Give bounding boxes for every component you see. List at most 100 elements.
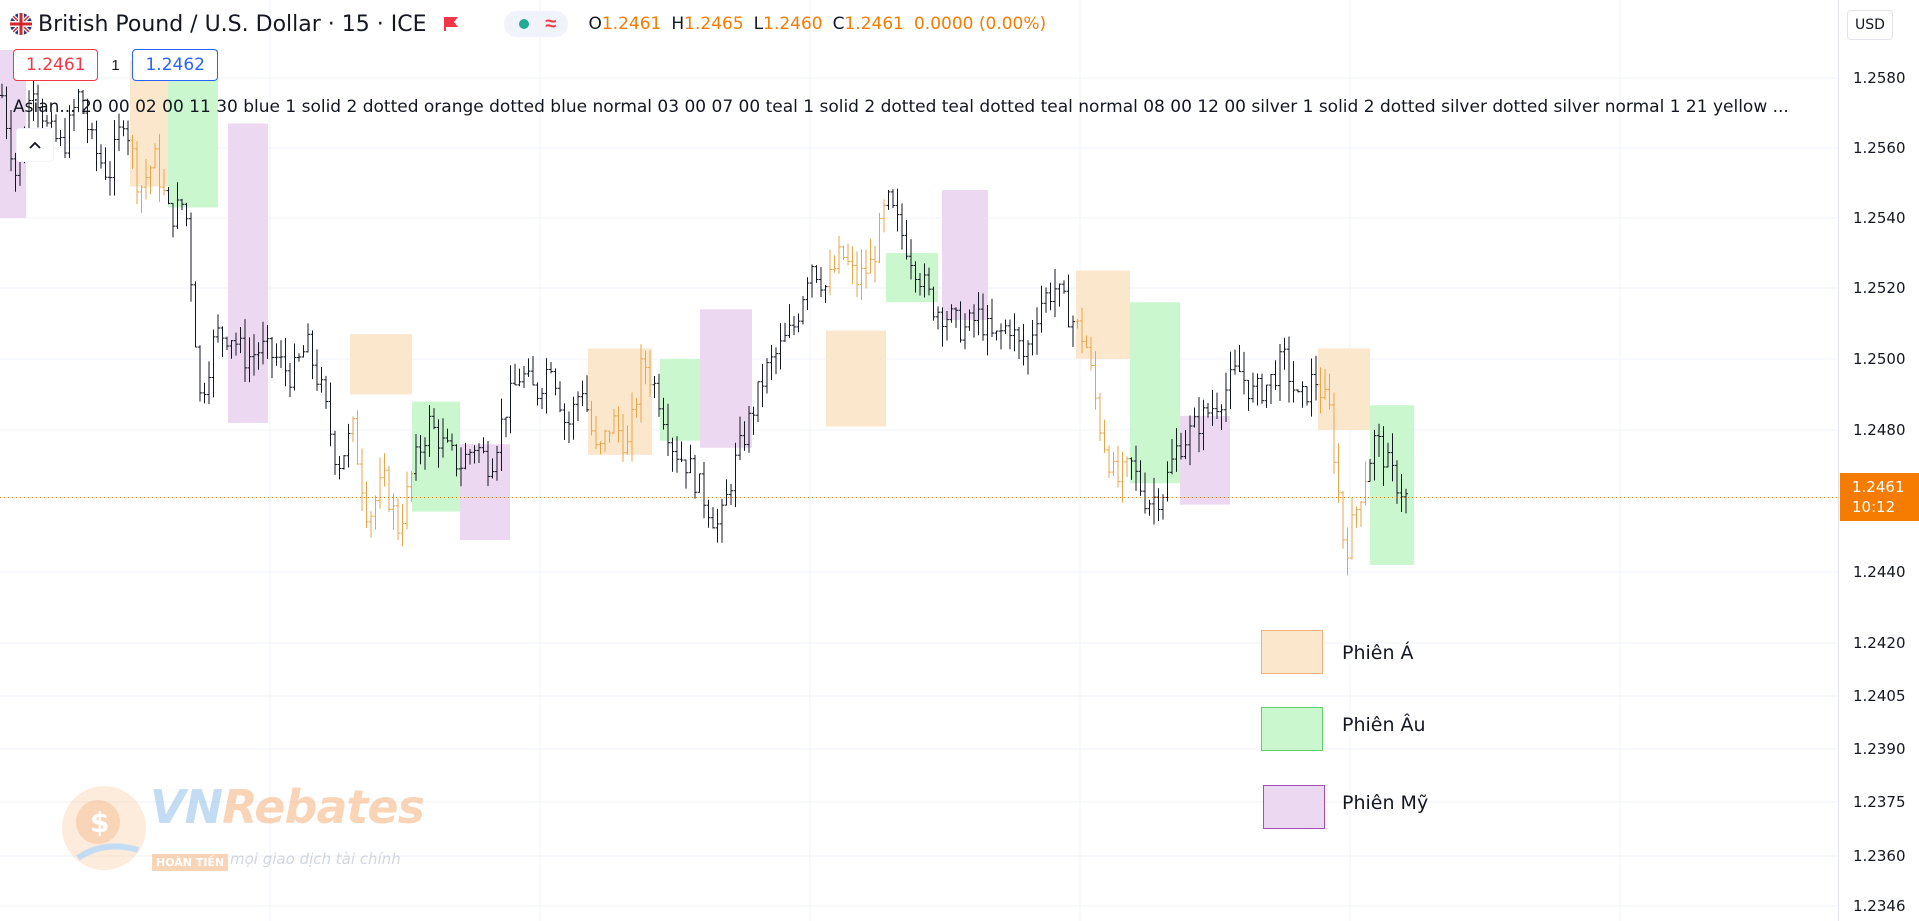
price-bar <box>1237 344 1242 373</box>
legend-swatch-european <box>1261 707 1323 751</box>
price-bar <box>652 375 657 399</box>
price-bar <box>1363 461 1368 506</box>
price-bar <box>166 187 171 205</box>
price-bar <box>850 246 855 284</box>
price-bar <box>13 152 18 192</box>
price-bar <box>58 130 63 146</box>
price-chart[interactable] <box>0 0 1838 921</box>
price-bar <box>1017 327 1021 360</box>
price-bar <box>792 315 796 335</box>
lot-size[interactable]: 1 <box>111 56 120 74</box>
price-bar <box>481 437 486 454</box>
price-bar <box>1336 443 1341 503</box>
price-bar <box>1309 358 1314 417</box>
price-bar <box>360 448 364 512</box>
price-bar <box>292 343 297 391</box>
vnrebates-watermark: $ VNRebates HOÀN TIỀN mọi giao dịch tài … <box>58 780 425 881</box>
price-bar <box>1332 392 1336 474</box>
price-bar <box>891 189 895 209</box>
price-bar <box>540 387 544 410</box>
price-bar <box>733 442 738 508</box>
price-bar <box>607 430 612 443</box>
price-bar <box>1242 351 1246 395</box>
price-bar <box>832 255 837 273</box>
price-bar <box>1228 351 1233 409</box>
price-bar <box>999 323 1003 350</box>
price-bar <box>265 325 270 359</box>
price-bar <box>1255 373 1260 406</box>
price-bar <box>1183 430 1188 460</box>
price-bar <box>522 365 526 389</box>
price-bar <box>1179 432 1183 460</box>
price-bar <box>229 340 234 359</box>
price-bar <box>1138 460 1143 496</box>
price-bar <box>211 329 216 398</box>
price-bar <box>639 344 643 423</box>
price-bar <box>324 375 328 409</box>
flag-marker-icon[interactable] <box>442 16 460 32</box>
price-bar <box>616 406 621 443</box>
price-bar <box>1111 451 1116 476</box>
price-bar <box>882 199 886 233</box>
price-bar <box>670 437 675 472</box>
price-bar <box>1291 361 1296 403</box>
price-axis[interactable]: USD 1.2580 1.2560 1.2540 1.2520 1.2500 1.2480… <box>1838 0 1919 921</box>
price-bar <box>949 304 954 323</box>
price-bar <box>909 239 913 280</box>
price-bar <box>1318 367 1323 414</box>
price-bar <box>72 98 76 131</box>
indicator-settings-line[interactable]: Asian... 20 00 02 00 11 30 blue 1 solid … <box>13 97 1789 117</box>
price-bar <box>805 277 810 311</box>
price-bar <box>877 212 882 264</box>
price-bar <box>985 304 990 356</box>
price-bar <box>274 343 279 366</box>
price-bar <box>252 334 256 376</box>
price-bar <box>648 350 652 397</box>
price-bar <box>405 471 409 530</box>
price-bar <box>1264 384 1269 408</box>
price-bar <box>1300 381 1305 408</box>
session-box-asian <box>588 348 652 455</box>
price-bar <box>144 159 148 200</box>
buy-button[interactable]: 1.2462 <box>132 49 218 81</box>
symbol-title[interactable]: British Pound / U.S. Dollar · 15 · ICE <box>38 11 427 37</box>
price-bar <box>751 406 756 435</box>
chevron-up-icon <box>29 141 41 149</box>
price-bar <box>1039 285 1044 333</box>
price-bar <box>1201 399 1206 451</box>
price-bar <box>1269 373 1273 404</box>
price-bar <box>1030 320 1035 356</box>
price-bar <box>4 86 9 140</box>
price-bar <box>1057 283 1062 307</box>
price-bar <box>1296 389 1300 393</box>
price-bar <box>9 110 13 172</box>
grid-lines <box>0 0 1838 921</box>
watermark-badge: HOÀN TIỀN <box>152 854 229 871</box>
price-bar <box>1381 426 1386 487</box>
price-bar <box>594 416 598 450</box>
price-bar <box>256 342 261 370</box>
collapse-button[interactable] <box>16 128 54 162</box>
price-bar <box>1377 423 1381 457</box>
price-bar <box>585 375 589 413</box>
price-bar <box>859 249 864 300</box>
currency-selector[interactable]: USD <box>1847 10 1893 40</box>
market-status-pill[interactable]: ≈ <box>504 11 569 37</box>
price-bar <box>225 336 229 350</box>
price-bar <box>108 161 112 196</box>
price-bar <box>819 267 823 298</box>
price-bar <box>558 381 562 413</box>
price-bar <box>886 189 891 210</box>
price-bar <box>922 263 927 298</box>
legend-label-asian: Phiên Á <box>1342 642 1414 664</box>
price-bar <box>423 437 427 470</box>
price-bar <box>1354 506 1359 528</box>
sell-button[interactable]: 1.2461 <box>13 49 99 81</box>
trade-row: 1.2461 1 1.2462 <box>13 49 218 81</box>
price-bar <box>301 345 306 358</box>
price-axis-tick: 1.2560 <box>1853 139 1906 157</box>
price-bar <box>279 340 283 369</box>
chart-area[interactable] <box>0 0 1838 921</box>
price-bar <box>1251 372 1255 403</box>
ohlc-values: O1.2461 H1.2465 L1.2460 C1.2461 0.0000 (0.00… <box>588 14 1056 34</box>
